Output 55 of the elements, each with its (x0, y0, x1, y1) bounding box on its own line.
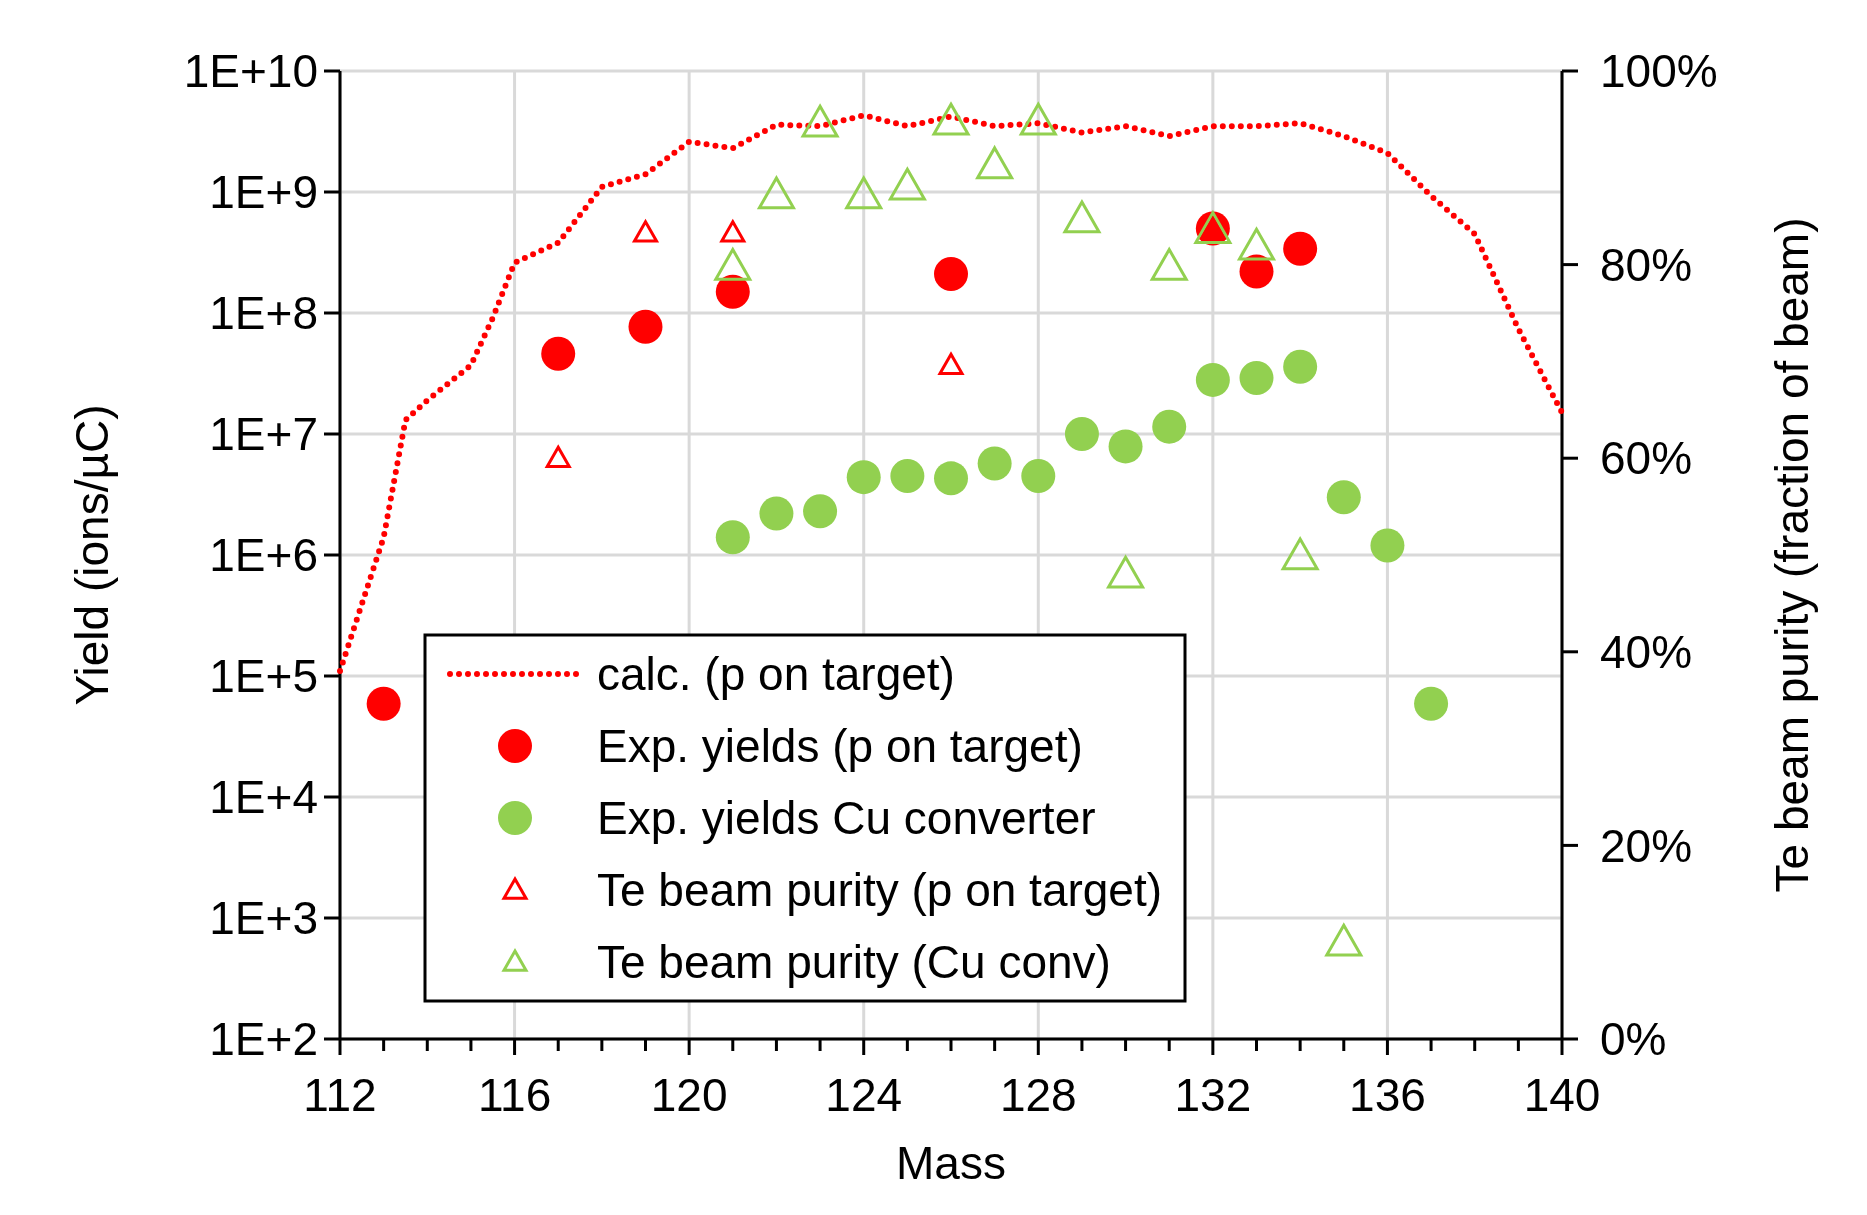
point (1152, 409, 1187, 444)
point (1195, 362, 1230, 397)
x-tick-label: 128 (999, 1069, 1077, 1121)
point (1064, 417, 1099, 451)
point (541, 336, 576, 371)
point (1239, 254, 1274, 289)
point (1239, 361, 1274, 396)
y2-tick-label: 60% (1600, 432, 1693, 485)
x-tick-label: 116 (477, 1069, 552, 1121)
y-tick-label: 1E+6 (209, 529, 318, 582)
y-tick-label: 1E+4 (209, 771, 318, 824)
y-tick-label: 1E+2 (209, 1013, 318, 1066)
legend-label: Exp. yields (p on target) (597, 720, 1083, 773)
point (628, 309, 663, 344)
point (934, 257, 968, 292)
legend-label: Te beam purity (p on target) (597, 864, 1163, 917)
x-tick-label: 140 (1523, 1069, 1601, 1121)
point (1283, 231, 1318, 266)
point (715, 274, 750, 309)
y-tick-label: 1E+7 (209, 408, 318, 461)
y2-tick-label: 80% (1600, 238, 1693, 291)
point (1370, 528, 1405, 563)
point (1326, 480, 1361, 515)
legend-label: calc. (p on target) (597, 648, 955, 701)
point (1021, 458, 1056, 493)
legend-label: Te beam purity (Cu conv) (597, 936, 1111, 989)
point (890, 458, 925, 493)
point (977, 446, 1012, 481)
y-tick-label: 1E+10 (183, 45, 318, 98)
point (715, 520, 750, 555)
point (759, 496, 794, 531)
y2-tick-label: 0% (1600, 1013, 1667, 1066)
x-tick-label: 124 (825, 1069, 903, 1121)
point (366, 686, 401, 721)
y-tick-label: 1E+8 (209, 287, 318, 340)
point (934, 461, 968, 496)
point (846, 460, 881, 495)
x-tick-label: 120 (650, 1069, 728, 1121)
y-axis-title: Yield (ions/µC) (66, 404, 118, 706)
y2-tick-label: 20% (1600, 819, 1693, 872)
y-tick-label: 1E+5 (209, 650, 318, 703)
x-axis-title: Mass (896, 1137, 1006, 1189)
y2-tick-label: 40% (1600, 625, 1693, 678)
point (803, 494, 838, 529)
y2-axis-title: Te beam purity (fraction of beam) (1766, 217, 1818, 893)
y2-tick-label: 100% (1600, 45, 1718, 98)
y-tick-label: 1E+9 (209, 166, 318, 219)
legend-label: Exp. yields Cu converter (597, 792, 1096, 845)
x-tick-label: 132 (1174, 1069, 1252, 1121)
point (1283, 349, 1318, 384)
x-tick-label: 136 (1349, 1069, 1426, 1121)
y-tick-label: 1E+3 (209, 892, 318, 945)
point (1108, 429, 1143, 464)
x-tick-label: 112 (303, 1069, 377, 1121)
point (1414, 686, 1449, 721)
